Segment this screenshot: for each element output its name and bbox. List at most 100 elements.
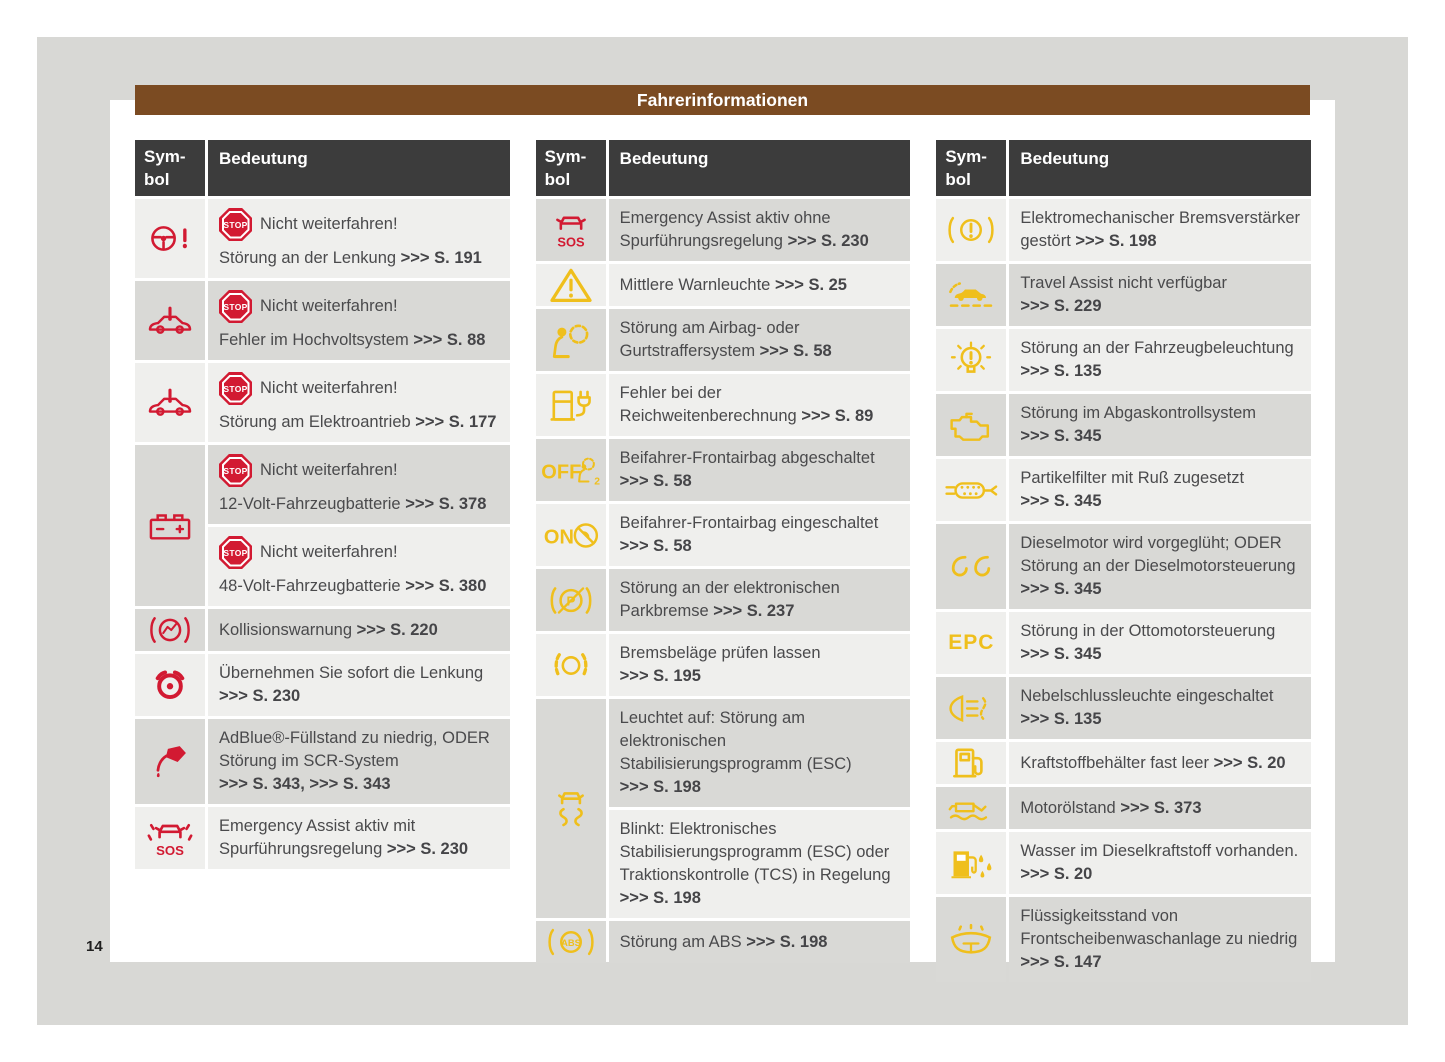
steering-wheel-warning-icon <box>147 223 193 254</box>
symbol-cell: ON <box>535 504 606 566</box>
meaning-text: Fehler im Hochvoltsystem >>> S. 88 <box>219 329 499 352</box>
meaning-cell: Beifahrer-Frontairbag abgeschaltet >>> S… <box>608 439 911 501</box>
symbol-cell <box>135 719 205 804</box>
meaning-text: Bremsbeläge prüfen lassen >>> S. 195 <box>620 642 900 688</box>
page-number: 14 <box>86 938 103 955</box>
table-row: Travel Assist nicht verfügbar >>> S. 229 <box>936 264 1312 326</box>
meaning-cell: Fehler bei der Reichweitenberechnung >>>… <box>608 374 911 436</box>
page-reference: >>> S. 230 <box>787 232 869 250</box>
page-reference: >>> S. 191 <box>400 249 482 267</box>
meaning-cell: Mittlere Warnleuchte >>> S. 25 <box>608 264 911 306</box>
symbol-cell <box>936 524 1007 609</box>
meaning-cell: Störung an der Fahrzeugbeleuchtung >>> S… <box>1009 329 1312 391</box>
meaning-text: Emergency Assist aktiv mit Spurführungsr… <box>219 815 499 861</box>
meaning-cell: Störung im Abgaskontrollsystem >>> S. 34… <box>1009 394 1312 456</box>
page-reference: >>> S. 135 <box>1020 362 1102 380</box>
page-reference: >>> S. 198 <box>1075 232 1157 250</box>
svg-text:2: 2 <box>594 476 600 485</box>
table-row: Leuchtet auf: Störung am elektronischen … <box>535 699 911 918</box>
symbol-cell <box>135 199 205 278</box>
stop-sign-label: STOP <box>223 465 248 476</box>
table-row: SOS Emergency Assist aktiv mit Spurführun… <box>135 807 510 869</box>
car-warning-icon <box>146 387 194 418</box>
battery-icon <box>147 510 193 542</box>
page-reference: >>> S. 378 <box>405 495 487 513</box>
symbol-cell <box>135 445 205 606</box>
meaning-cell: Übernehmen Sie sofort die Lenkung >>> S.… <box>208 654 510 716</box>
meaning-text: Beifahrer-Frontairbag abgeschaltet >>> S… <box>620 447 900 493</box>
description-text: Nebelschlussleuchte eingeschaltet <box>1020 687 1274 705</box>
table-row: Störung am Airbag- oder Gurtstraffersyst… <box>535 309 911 371</box>
oil-level-icon <box>947 793 995 823</box>
table-row: SOS Emergency Assist aktiv ohne Spurführu… <box>535 199 911 261</box>
stop-sign-label: STOP <box>223 301 248 312</box>
table-row: OFF 2 Beifahrer-Frontairbag abgeschaltet >… <box>535 439 911 501</box>
warning-lead-text: Nicht weiterfahren! <box>260 543 398 561</box>
page-reference: >>> S. 177 <box>415 413 497 431</box>
stop-warning-line: STOP Nicht weiterfahren! <box>219 208 499 241</box>
symbol-tables: Sym-bol Bedeutung STOP Nicht weiterfahren! S… <box>135 140 1312 985</box>
meaning-text: Travel Assist nicht verfügbar >>> S. 229 <box>1020 272 1300 318</box>
travel-assist-icon <box>946 280 996 310</box>
description-text: 48-Volt-Fahrzeugbatterie <box>219 577 401 595</box>
emergency-assist-icon: SOS <box>549 211 593 249</box>
symbol-cell: P <box>535 569 606 631</box>
description-text: Kollisionswarnung <box>219 620 352 639</box>
stop-sign-icon: STOP <box>219 536 252 569</box>
description-text: Emergency Assist aktiv mit Spurführungsr… <box>219 817 416 858</box>
table-row: Fehler bei der Reichweitenberechnung >>>… <box>535 374 911 436</box>
fuel-low-icon <box>950 745 992 781</box>
table-row: Flüssigkeitsstand von Frontscheibenwasch… <box>936 897 1312 982</box>
table-row: Wasser im Dieselkraftstoff vorhanden. >>… <box>936 832 1312 894</box>
page-title-bar: Fahrerinformationen <box>135 85 1310 115</box>
table-row: Mittlere Warnleuchte >>> S. 25 <box>535 264 911 306</box>
symbol-cell <box>535 309 606 371</box>
page-reference: >>> S. 230 <box>219 687 301 705</box>
table-row: Übernehmen Sie sofort die Lenkung >>> S.… <box>135 654 510 716</box>
light-bulb-fault-icon <box>950 341 992 379</box>
description-text: Störung am Airbag- oder Gurtstraffersyst… <box>619 319 800 360</box>
stop-warning-line: STOP Nicht weiterfahren! <box>219 290 499 323</box>
description-text: Emergency Assist aktiv ohne Spurführungs… <box>619 209 831 250</box>
description-text: Travel Assist nicht verfügbar <box>1020 274 1227 292</box>
description-text: Störung in der Ottomotorsteuerung <box>1020 622 1276 640</box>
meaning-cell: STOP Nicht weiterfahren! 12-Volt-Fahrzeugb… <box>208 445 510 524</box>
table-row: STOP Nicht weiterfahren! Störung an der Le… <box>135 199 510 278</box>
meaning-column-header: Bedeutung <box>208 140 510 196</box>
page-reference: >>> S. 237 <box>713 602 795 620</box>
abs-warning-icon: ABS <box>546 928 596 956</box>
symbol-cell <box>936 329 1007 391</box>
meaning-text: Fehler bei der Reichweitenberechnung >>>… <box>620 382 900 428</box>
page-reference: >>> S. 147 <box>1020 953 1102 971</box>
symbol-cell: EPC <box>936 612 1007 674</box>
stop-sign-label: STOP <box>223 383 248 394</box>
airbag-off-icon: OFF 2 <box>541 455 601 486</box>
page-reference: >>> S. 198 <box>619 778 701 796</box>
symbol-cell <box>936 897 1007 982</box>
water-in-fuel-icon <box>948 846 994 881</box>
stop-sign-icon: STOP <box>219 290 252 323</box>
meaning-cell: Flüssigkeitsstand von Frontscheibenwasch… <box>1009 897 1312 982</box>
table-row: P Störung an der elektronischen Parkbrems… <box>535 569 911 631</box>
meaning-cell: Störung am Airbag- oder Gurtstraffersyst… <box>608 309 911 371</box>
description-text: AdBlue®-Füllstand zu niedrig, ODER Störu… <box>219 729 490 770</box>
brake-booster-warning-icon <box>946 216 996 244</box>
table-header-row: Sym-bol Bedeutung <box>936 140 1312 196</box>
description-text: Störung an der elektronischen Parkbremse <box>619 579 840 620</box>
meaning-text: Störung im Abgaskontrollsystem >>> S. 34… <box>1020 402 1300 448</box>
warning-lead-text: Nicht weiterfahren! <box>260 379 398 397</box>
meaning-text: Kraftstoffbehälter fast leer >>> S. 20 <box>1020 752 1300 775</box>
description-text: Motorölstand <box>1020 798 1116 817</box>
emergency-assist-lane-icon: SOS <box>145 819 195 858</box>
symbol-cell <box>936 459 1007 521</box>
meaning-cell: STOP Nicht weiterfahren! 48-Volt-Fahrzeugb… <box>208 527 510 606</box>
table-header-row: Sym-bol Bedeutung <box>135 140 510 196</box>
meaning-text: Störung am Airbag- oder Gurtstraffersyst… <box>620 317 900 363</box>
rear-fog-light-icon <box>948 693 994 724</box>
meaning-text: 48-Volt-Fahrzeugbatterie >>> S. 380 <box>219 575 499 598</box>
description-text: Fehler im Hochvoltsystem <box>219 331 409 349</box>
warning-triangle-icon <box>549 266 593 304</box>
page-reference: >>> S. 345 <box>1020 580 1102 598</box>
page-reference: >>> S. 198 <box>746 932 828 951</box>
page-reference: >>> S. 135 <box>1020 710 1102 728</box>
